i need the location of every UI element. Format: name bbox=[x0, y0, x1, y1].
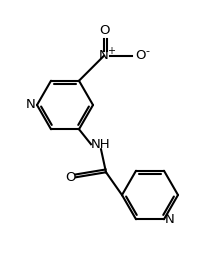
Text: +: + bbox=[107, 46, 115, 56]
Text: N: N bbox=[165, 213, 175, 226]
Text: O: O bbox=[99, 24, 109, 37]
Text: N: N bbox=[99, 49, 109, 62]
Text: O: O bbox=[135, 49, 145, 62]
Text: O: O bbox=[65, 171, 75, 184]
Text: -: - bbox=[145, 46, 149, 56]
Text: NH: NH bbox=[91, 138, 111, 151]
Text: N: N bbox=[26, 99, 36, 112]
